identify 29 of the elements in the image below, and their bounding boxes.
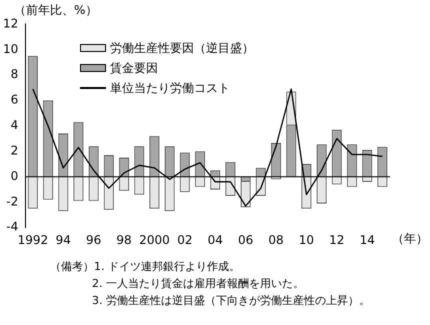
y-tick-label: 0 xyxy=(10,168,18,183)
x-tick-label: 98 xyxy=(116,232,132,247)
x-axis-title: （年） xyxy=(392,232,428,246)
legend-label: 賃金要因 xyxy=(110,60,158,77)
y-tick-label: 10 xyxy=(2,42,18,56)
legend-label: 労働生産性要因（逆目盛） xyxy=(110,40,254,57)
x-tick-label: 10 xyxy=(298,232,314,247)
x-tick-label: 2000 xyxy=(139,232,170,247)
text: 3. 労働生産性は逆目盛（下向きが労働生産性の上昇）。 xyxy=(91,293,370,309)
legend-label: 単位当たり労働コスト xyxy=(110,80,230,97)
y-tick-label: 4 xyxy=(10,118,18,132)
x-tick-label: 12 xyxy=(329,232,344,247)
y-tick-label: -2 xyxy=(6,194,18,208)
x-tick-label: 96 xyxy=(86,232,102,247)
x-tick-label: 14 xyxy=(360,232,375,247)
x-tick-label: 94 xyxy=(56,232,71,247)
y-tick-label: -4 xyxy=(6,220,18,234)
y-tick-label: 2 xyxy=(10,143,18,158)
text: （備考）1. ドイツ連邦銀行より作成。 xyxy=(50,259,241,275)
y-tick-label: 12 xyxy=(2,16,18,30)
x-tick-label: 1992 xyxy=(18,232,48,247)
y-tick-label: 6 xyxy=(10,92,18,107)
y-axis-title: （前年比、%） xyxy=(14,2,98,18)
x-tick-label: 02 xyxy=(177,232,192,247)
x-tick-label: 04 xyxy=(208,232,223,247)
x-tick-label: 08 xyxy=(268,232,284,247)
x-tick-label: 06 xyxy=(238,232,254,247)
text: 2. 一人当たり賃金は雇用者報酬を用いた。 xyxy=(91,276,305,292)
y-tick-label: 8 xyxy=(10,67,18,82)
